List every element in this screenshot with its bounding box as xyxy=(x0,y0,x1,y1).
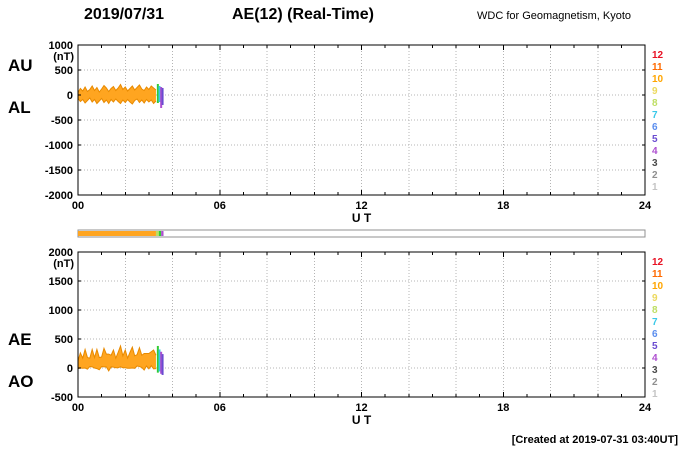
latest-data-marks xyxy=(156,345,164,375)
trace-ae xyxy=(77,344,157,362)
trace-au xyxy=(77,83,157,93)
grid-lines xyxy=(78,252,645,397)
availability-segment xyxy=(158,231,162,236)
header-source: WDC for Geomagnetism, Kyoto xyxy=(477,10,632,22)
legend-station-number: 7 xyxy=(652,317,658,328)
y-tick-label: -1000 xyxy=(45,140,73,152)
legend-station-number: 7 xyxy=(652,110,658,121)
legend-station-number: 5 xyxy=(652,341,658,352)
x-tick-label: 12 xyxy=(355,200,367,212)
legend-station-number: 12 xyxy=(652,50,664,61)
availability-segment xyxy=(78,231,156,236)
x-axis-title: U T xyxy=(352,413,372,427)
footer-created-timestamp: [Created at 2019-07-31 03:40UT] xyxy=(511,434,678,446)
x-tick-label: 24 xyxy=(639,402,652,414)
availability-bar xyxy=(77,229,646,238)
x-tick-label: 24 xyxy=(639,200,652,212)
legend-station-number: 6 xyxy=(652,329,658,340)
trace-al xyxy=(77,97,157,105)
unit-label-bottom: (nT) xyxy=(53,258,74,270)
legend-station-number: 10 xyxy=(652,74,664,85)
legend-station-number: 3 xyxy=(652,365,658,376)
y-tick-label: 2000 xyxy=(49,247,73,259)
y-tick-label: 1500 xyxy=(49,276,73,288)
y-tick-label: 500 xyxy=(55,334,73,346)
label-ae: AE xyxy=(8,330,32,349)
legend-station-number: 3 xyxy=(652,158,658,169)
x-tick-label: 00 xyxy=(72,402,84,414)
y-tick-label: 500 xyxy=(55,65,73,77)
legend-station-number: 11 xyxy=(652,269,663,280)
legend-station-number: 1 xyxy=(652,389,658,400)
availability-segment xyxy=(155,231,159,236)
legend-station-number: 4 xyxy=(652,353,658,364)
x-axis-title: U T xyxy=(352,211,372,225)
legend-station-number: 2 xyxy=(652,377,658,388)
y-tick-label: 0 xyxy=(67,90,73,102)
legend-station-number: 5 xyxy=(652,134,658,145)
legend-station-number: 8 xyxy=(652,98,658,109)
legend-station-number: 4 xyxy=(652,146,658,157)
unit-label-top: (nT) xyxy=(53,51,74,63)
availability-segment xyxy=(161,231,164,236)
legend-station-number: 8 xyxy=(652,305,658,316)
legend-station-number: 6 xyxy=(652,122,658,133)
legend-station-number: 11 xyxy=(652,62,663,73)
legend-station-number: 10 xyxy=(652,281,664,292)
y-tick-label: -1500 xyxy=(45,165,73,177)
y-tick-label: -2000 xyxy=(45,190,73,202)
header-date: 2019/07/31 xyxy=(84,6,165,23)
x-tick-label: 18 xyxy=(497,200,509,212)
latest-data-marks xyxy=(156,84,164,108)
legend-station-number: 1 xyxy=(652,182,658,193)
y-tick-label: 0 xyxy=(67,363,73,375)
x-tick-label: 00 xyxy=(72,200,84,212)
trace-band xyxy=(78,84,156,104)
legend-station-number: 9 xyxy=(652,86,658,97)
trace-ao xyxy=(77,364,157,372)
label-au: AU xyxy=(8,56,33,75)
label-ao: AO xyxy=(8,372,34,391)
y-tick-label: -500 xyxy=(51,392,73,404)
x-tick-label: 12 xyxy=(355,402,367,414)
label-al: AL xyxy=(8,98,31,117)
legend-station-number: 9 xyxy=(652,293,658,304)
y-tick-label: 1000 xyxy=(49,40,73,52)
x-tick-label: 06 xyxy=(214,200,226,212)
page-title: AE(12) (Real-Time) xyxy=(232,6,374,23)
grid-lines xyxy=(78,45,645,195)
y-tick-label: -500 xyxy=(51,115,73,127)
axis-ticks xyxy=(78,251,645,398)
legend-station-number: 2 xyxy=(652,170,658,181)
x-tick-label: 18 xyxy=(497,402,509,414)
x-tick-label: 06 xyxy=(214,402,226,414)
legend-station-number: 12 xyxy=(652,257,664,268)
y-tick-label: 1000 xyxy=(49,305,73,317)
axis-ticks xyxy=(78,44,645,196)
